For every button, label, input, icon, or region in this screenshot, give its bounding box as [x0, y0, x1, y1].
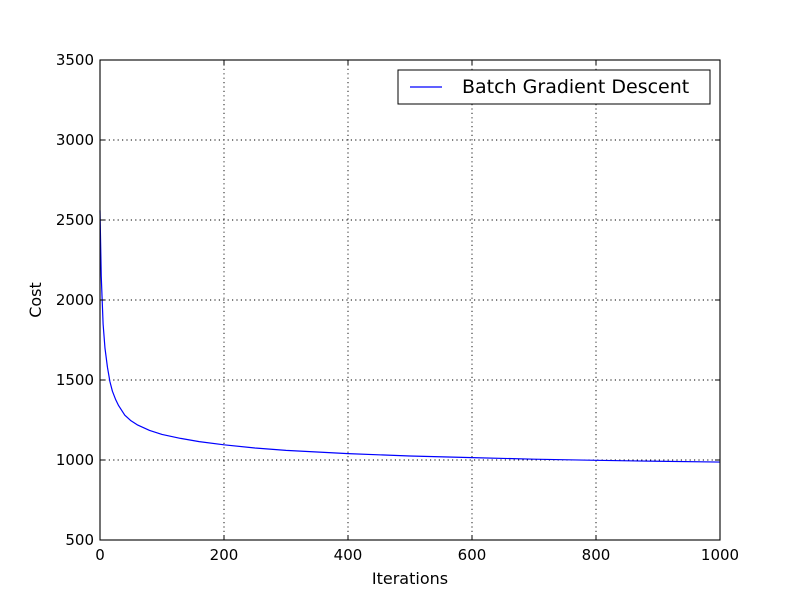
x-tick-label-600: 600 — [458, 546, 487, 564]
y-tick-labels: 500 1000 1500 2000 2500 3000 3500 — [56, 51, 94, 549]
y-tick-label-3500: 3500 — [56, 51, 94, 69]
legend-label-batch-gradient-descent: Batch Gradient Descent — [462, 76, 689, 98]
x-tick-label-1000: 1000 — [701, 546, 739, 564]
y-tick-label-500: 500 — [65, 531, 94, 549]
x-tick-label-200: 200 — [210, 546, 239, 564]
x-axis-label: Iterations — [372, 569, 448, 588]
series-line-0 — [99, 210, 721, 463]
x-tick-label-0: 0 — [95, 546, 105, 564]
x-tick-labels: 0 200 400 600 800 1000 — [95, 546, 739, 564]
y-tick-label-1000: 1000 — [56, 451, 94, 469]
legend: Batch Gradient Descent — [397, 69, 711, 105]
legend-box — [397, 69, 711, 105]
y-tick-label-2500: 2500 — [56, 211, 94, 229]
x-tick-label-800: 800 — [582, 546, 611, 564]
plot-area — [100, 60, 720, 540]
series-layer — [99, 210, 721, 463]
x-tick-label-400: 400 — [334, 546, 363, 564]
y-tick-label-2000: 2000 — [56, 291, 94, 309]
y-axis-label: Cost — [26, 282, 45, 318]
y-tick-label-3000: 3000 — [56, 131, 94, 149]
y-tick-label-1500: 1500 — [56, 371, 94, 389]
axis-ticks — [99, 59, 721, 541]
